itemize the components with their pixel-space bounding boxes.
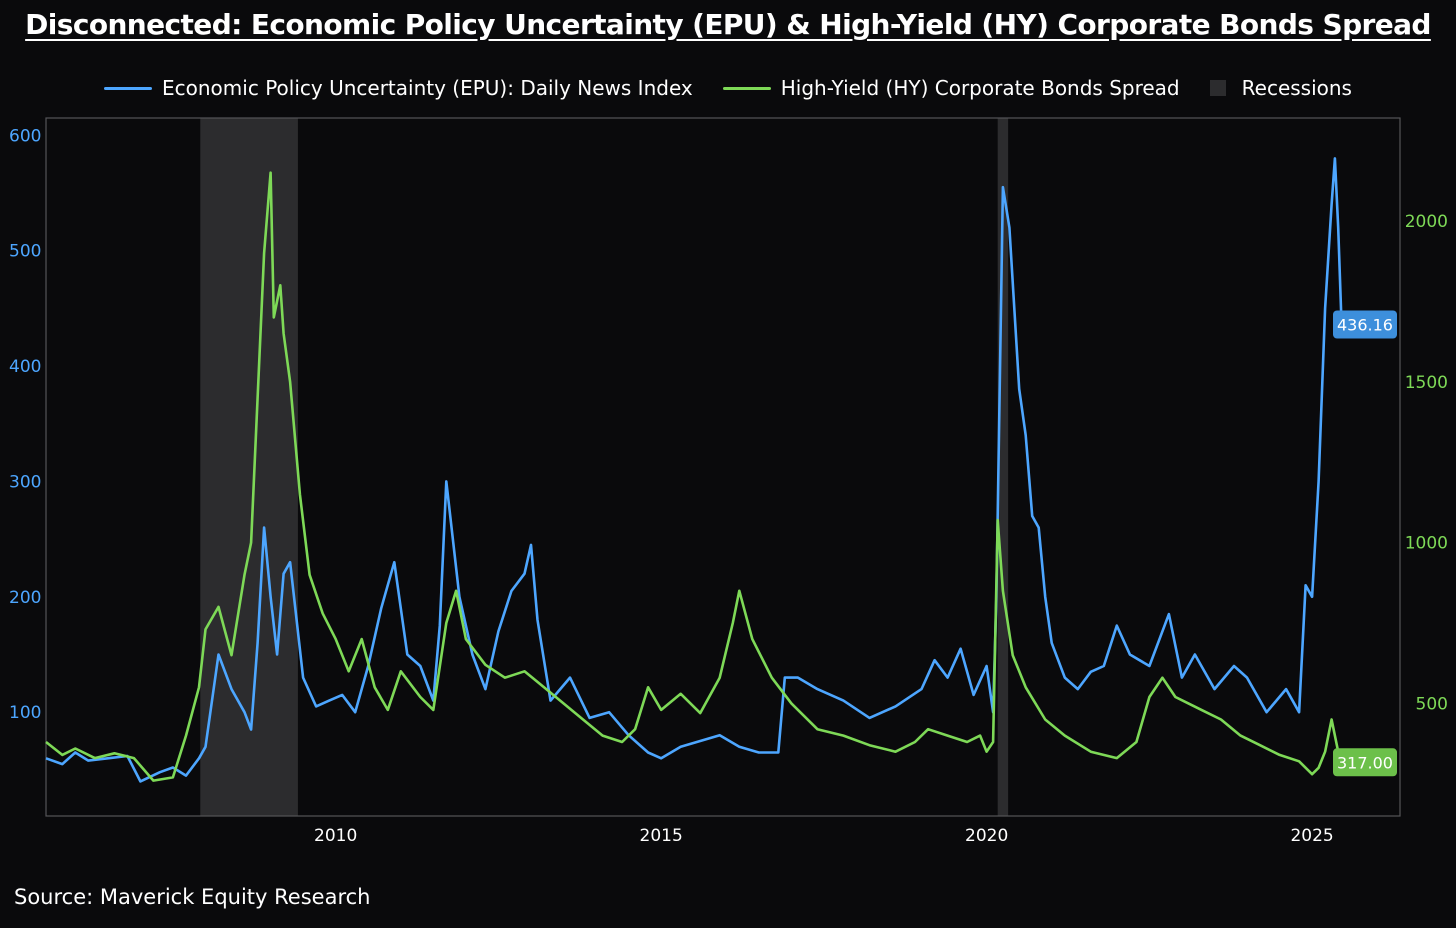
- chart-title: Disconnected: Economic Policy Uncertaint…: [25, 8, 1431, 41]
- legend: Economic Policy Uncertainty (EPU): Daily…: [0, 76, 1456, 100]
- y-left-tick-label-1: 200: [9, 588, 41, 608]
- axes: 2010 2015 2020 2025 100 200 300 400 500 600 500 100…: [9, 126, 1448, 846]
- legend-item-hy[interactable]: High-Yield (HY) Corporate Bonds Spread: [722, 76, 1180, 100]
- series-line-hy: [45, 171, 1346, 782]
- legend-swatch-epu: [104, 86, 153, 90]
- legend-label-hy: High-Yield (HY) Corporate Bonds Spread: [780, 76, 1180, 100]
- y-right-tick-label-2: 1500: [1405, 373, 1448, 393]
- y-left-tick-label-5: 600: [9, 126, 41, 146]
- legend-swatch-recessions: [1209, 80, 1226, 96]
- legend-item-recessions[interactable]: Recessions: [1209, 76, 1352, 100]
- recession-bands: [200, 118, 1009, 816]
- legend-label-epu: Economic Policy Uncertainty (EPU): Daily…: [162, 76, 693, 100]
- plot-frame: [45, 117, 1401, 817]
- x-tick-label-1: 2015: [640, 826, 683, 846]
- x-tick-label-2: 2020: [965, 826, 1008, 846]
- last-value-badge-hy: [1333, 748, 1397, 777]
- last-value-badge-epu: [1333, 310, 1397, 339]
- series-line-epu: [45, 157, 1346, 783]
- x-tick-label-3: 2025: [1290, 826, 1333, 846]
- y-right-tick-label-1: 1000: [1405, 534, 1448, 554]
- last-value-label-epu: 436.16: [1337, 316, 1393, 335]
- legend-swatch-hy: [722, 86, 771, 90]
- last-value-labels: 436.16 317.00: [1333, 310, 1397, 777]
- y-right-tick-label-3: 2000: [1405, 212, 1448, 232]
- y-left-tick-label-0: 100: [9, 703, 41, 723]
- legend-label-recessions: Recessions: [1241, 76, 1352, 100]
- last-value-label-hy: 317.00: [1337, 753, 1393, 772]
- chart-plot: 2010 2015 2020 2025 100 200 300 400 500 600 500 100…: [9, 117, 1448, 846]
- legend-item-epu[interactable]: Economic Policy Uncertainty (EPU): Daily…: [104, 76, 693, 100]
- series-lines: [45, 157, 1346, 783]
- source-note: Source: Maverick Equity Research: [14, 885, 371, 909]
- x-tick-label-0: 2010: [314, 826, 357, 846]
- recession-band-0: [200, 118, 298, 816]
- y-right-tick-label-0: 500: [1416, 694, 1448, 714]
- recession-band-1: [997, 118, 1009, 816]
- y-left-tick-label-3: 400: [9, 357, 41, 377]
- y-left-tick-label-2: 300: [9, 472, 41, 492]
- y-left-tick-label-4: 500: [9, 242, 41, 262]
